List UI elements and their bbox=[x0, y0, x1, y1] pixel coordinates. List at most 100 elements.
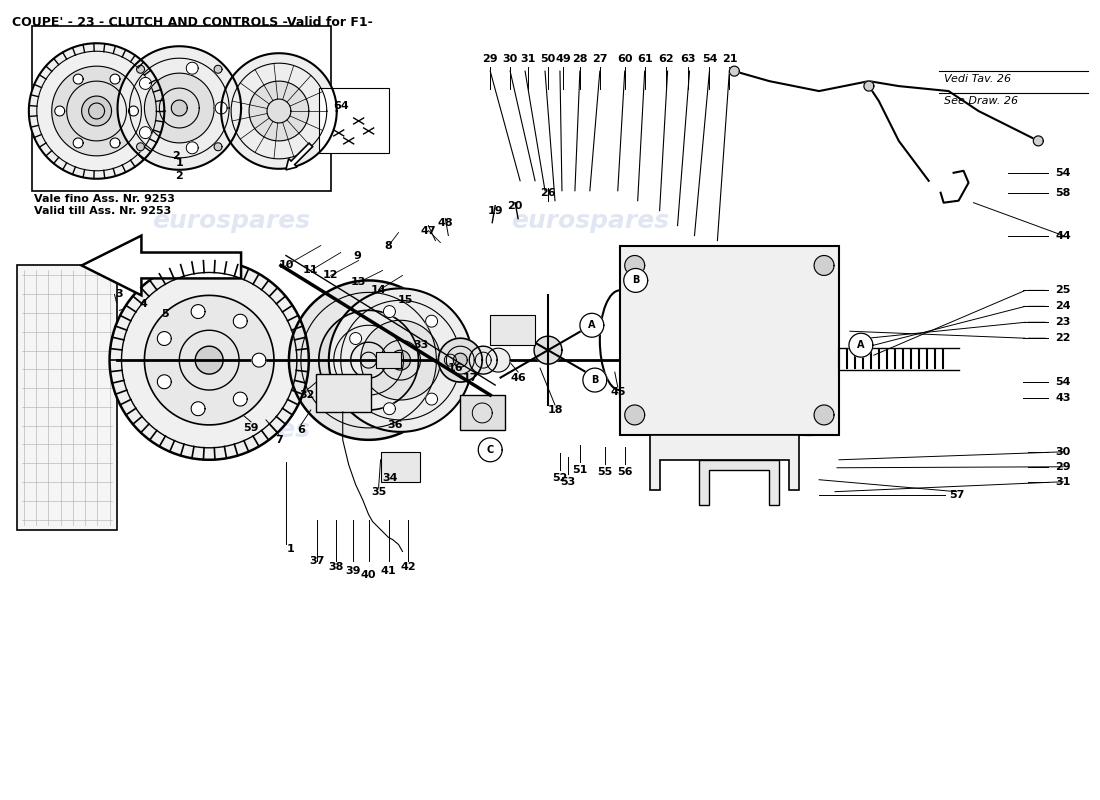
Text: 2: 2 bbox=[175, 170, 184, 181]
Polygon shape bbox=[136, 66, 144, 74]
Polygon shape bbox=[361, 320, 440, 400]
Polygon shape bbox=[535, 336, 562, 364]
Polygon shape bbox=[478, 438, 503, 462]
Polygon shape bbox=[74, 138, 84, 148]
Text: Valid till Ass. Nr. 9253: Valid till Ass. Nr. 9253 bbox=[34, 206, 170, 216]
Text: 26: 26 bbox=[540, 188, 556, 198]
Text: 63: 63 bbox=[680, 54, 695, 64]
Polygon shape bbox=[136, 142, 144, 150]
Text: 34: 34 bbox=[383, 473, 398, 482]
Polygon shape bbox=[583, 368, 607, 392]
Text: 3: 3 bbox=[116, 290, 123, 299]
Text: 54: 54 bbox=[702, 54, 717, 64]
Polygon shape bbox=[186, 142, 198, 154]
Polygon shape bbox=[81, 96, 111, 126]
Polygon shape bbox=[350, 333, 362, 345]
Text: 37: 37 bbox=[309, 557, 324, 566]
Polygon shape bbox=[29, 43, 164, 178]
Polygon shape bbox=[157, 374, 172, 389]
Text: 6: 6 bbox=[297, 425, 305, 435]
Polygon shape bbox=[52, 66, 142, 156]
Polygon shape bbox=[195, 346, 223, 374]
Text: eurospares: eurospares bbox=[660, 418, 818, 442]
Text: 59: 59 bbox=[243, 423, 258, 433]
Text: 36: 36 bbox=[388, 420, 404, 430]
Text: eurospares: eurospares bbox=[152, 418, 310, 442]
Text: Vedi Tav. 26: Vedi Tav. 26 bbox=[944, 74, 1011, 84]
Polygon shape bbox=[814, 405, 834, 425]
Text: 46: 46 bbox=[510, 373, 526, 383]
Text: 29: 29 bbox=[1055, 462, 1071, 472]
Text: C: C bbox=[486, 445, 494, 455]
Text: 43: 43 bbox=[1056, 393, 1071, 403]
Polygon shape bbox=[470, 346, 497, 374]
Text: 54: 54 bbox=[1056, 168, 1071, 178]
Polygon shape bbox=[650, 435, 799, 490]
Polygon shape bbox=[191, 305, 205, 318]
Text: 25: 25 bbox=[1056, 286, 1071, 295]
Polygon shape bbox=[249, 81, 309, 141]
Text: 20: 20 bbox=[507, 201, 522, 210]
Bar bbox=[619, 246, 839, 435]
Text: 13: 13 bbox=[351, 278, 366, 287]
Text: 39: 39 bbox=[345, 566, 361, 577]
Polygon shape bbox=[700, 460, 779, 505]
Polygon shape bbox=[849, 334, 873, 357]
Polygon shape bbox=[216, 102, 227, 114]
Text: 7: 7 bbox=[275, 435, 283, 445]
Text: 8: 8 bbox=[385, 241, 393, 250]
Text: 55: 55 bbox=[597, 466, 613, 477]
Text: 31: 31 bbox=[1056, 477, 1071, 486]
Polygon shape bbox=[214, 66, 222, 74]
Bar bbox=[316, 374, 371, 412]
Text: 47: 47 bbox=[420, 226, 437, 235]
Text: 30: 30 bbox=[1056, 447, 1070, 457]
Text: 62: 62 bbox=[658, 54, 673, 64]
Text: 32: 32 bbox=[299, 390, 315, 400]
Polygon shape bbox=[329, 288, 472, 432]
Text: 48: 48 bbox=[438, 218, 453, 228]
Text: Vale fino Ass. Nr. 9253: Vale fino Ass. Nr. 9253 bbox=[34, 194, 175, 204]
Polygon shape bbox=[110, 261, 309, 460]
Polygon shape bbox=[129, 106, 139, 116]
Text: 53: 53 bbox=[560, 477, 575, 486]
Polygon shape bbox=[74, 74, 84, 84]
Text: 27: 27 bbox=[592, 54, 607, 64]
Polygon shape bbox=[390, 350, 410, 370]
Polygon shape bbox=[214, 142, 222, 150]
Polygon shape bbox=[439, 338, 482, 382]
Text: 5: 5 bbox=[162, 310, 169, 319]
Polygon shape bbox=[233, 314, 248, 328]
Text: 10: 10 bbox=[278, 261, 294, 270]
Text: 11: 11 bbox=[304, 266, 319, 275]
Text: 9: 9 bbox=[354, 250, 362, 261]
Text: 2: 2 bbox=[173, 151, 180, 161]
Polygon shape bbox=[319, 310, 418, 410]
Text: eurospares: eurospares bbox=[152, 209, 310, 233]
Polygon shape bbox=[814, 255, 834, 275]
Text: COUPE' - 23 - CLUTCH AND CONTROLS -Valid for F1-: COUPE' - 23 - CLUTCH AND CONTROLS -Valid… bbox=[12, 16, 373, 30]
Polygon shape bbox=[426, 315, 438, 327]
Polygon shape bbox=[486, 348, 510, 372]
Text: 54: 54 bbox=[1056, 377, 1071, 387]
Polygon shape bbox=[233, 392, 248, 406]
Text: 61: 61 bbox=[637, 54, 652, 64]
Polygon shape bbox=[351, 342, 386, 378]
Polygon shape bbox=[144, 73, 214, 143]
Text: 57: 57 bbox=[949, 490, 965, 500]
Text: 15: 15 bbox=[398, 295, 414, 306]
Polygon shape bbox=[144, 295, 274, 425]
Text: A: A bbox=[588, 320, 595, 330]
Polygon shape bbox=[384, 402, 395, 414]
Polygon shape bbox=[350, 376, 362, 388]
Text: 45: 45 bbox=[610, 387, 626, 397]
FancyArrow shape bbox=[286, 143, 312, 170]
Text: 4: 4 bbox=[140, 299, 147, 310]
Polygon shape bbox=[453, 353, 468, 367]
Polygon shape bbox=[580, 314, 604, 338]
Text: 33: 33 bbox=[412, 340, 428, 350]
Text: 58: 58 bbox=[1056, 188, 1071, 198]
Polygon shape bbox=[729, 66, 739, 76]
Text: 64: 64 bbox=[333, 101, 349, 111]
Text: 42: 42 bbox=[400, 562, 416, 573]
